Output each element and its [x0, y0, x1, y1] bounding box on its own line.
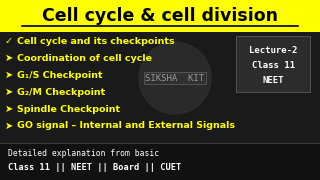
- Text: ➤: ➤: [5, 53, 13, 63]
- Text: Spindle Checkpoint: Spindle Checkpoint: [17, 105, 120, 114]
- Text: ➤: ➤: [5, 121, 13, 131]
- Text: Coordination of cell cycle: Coordination of cell cycle: [17, 53, 152, 62]
- Text: NEET: NEET: [262, 75, 284, 84]
- Text: Cell cycle and its checkpoints: Cell cycle and its checkpoints: [17, 37, 175, 46]
- Text: Lecture-2: Lecture-2: [249, 46, 297, 55]
- Text: ✓: ✓: [5, 36, 13, 46]
- Text: G₁/S Checkpoint: G₁/S Checkpoint: [17, 71, 103, 80]
- Text: Class 11: Class 11: [252, 60, 294, 69]
- Text: Detailed explanation from basic: Detailed explanation from basic: [8, 148, 159, 158]
- Text: GO signal – Internal and External Signals: GO signal – Internal and External Signal…: [17, 122, 235, 130]
- Text: SIKSHA  KIT: SIKSHA KIT: [145, 73, 204, 82]
- Text: G₂/M Checkpoint: G₂/M Checkpoint: [17, 87, 105, 96]
- Text: ➤: ➤: [5, 70, 13, 80]
- Text: ➤: ➤: [5, 104, 13, 114]
- Text: Cell cycle & cell division: Cell cycle & cell division: [42, 7, 278, 25]
- FancyBboxPatch shape: [236, 36, 310, 92]
- Text: Class 11 || NEET || Board || CUET: Class 11 || NEET || Board || CUET: [8, 163, 181, 172]
- FancyBboxPatch shape: [0, 143, 320, 180]
- FancyBboxPatch shape: [0, 0, 320, 32]
- Circle shape: [139, 42, 211, 114]
- Text: ➤: ➤: [5, 87, 13, 97]
